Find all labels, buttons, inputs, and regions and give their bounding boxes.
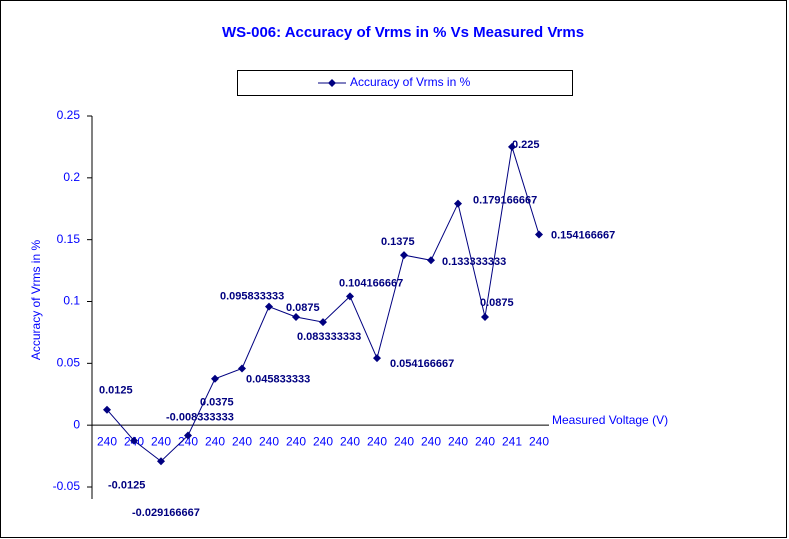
data-label: -0.008333333: [166, 411, 234, 423]
x-tick-label: 240: [97, 434, 117, 448]
legend-marker: [328, 79, 336, 87]
y-tick-label: 0.2: [63, 170, 80, 184]
data-label: 0.054166667: [390, 358, 454, 370]
data-point: [157, 457, 165, 466]
x-tick-label: 240: [448, 434, 468, 448]
data-label: 0.083333333: [297, 331, 361, 343]
y-tick-label: 0.15: [57, 232, 81, 246]
data-point: [292, 312, 300, 321]
y-tick-label: 0: [73, 417, 80, 431]
data-point: [400, 251, 408, 260]
legend-box: [237, 70, 573, 96]
data-point: [454, 199, 462, 208]
y-tick-label: 0.25: [57, 108, 81, 122]
data-label: 0.0875: [286, 302, 320, 314]
x-tick-label: 240: [178, 434, 198, 448]
data-label: 0.0875: [480, 297, 514, 309]
data-label: 0.0125: [99, 385, 133, 397]
y-tick-label: 0.1: [63, 294, 80, 308]
data-point: [130, 436, 138, 445]
data-point: [427, 256, 435, 265]
data-label: 0.154166667: [551, 229, 615, 241]
x-tick-label: 240: [313, 434, 333, 448]
data-label: -0.029166667: [132, 507, 200, 519]
chart-title: WS-006: Accuracy of Vrms in % Vs Measure…: [222, 24, 584, 41]
x-tick-label: 240: [475, 434, 495, 448]
y-tick-label: 0.05: [57, 356, 81, 370]
y-axis-title: Accuracy of Vrms in %: [29, 240, 43, 361]
data-point: [184, 431, 192, 440]
x-tick-label: 240: [259, 434, 279, 448]
x-tick-label: 240: [286, 434, 306, 448]
x-tick-label: 240: [529, 434, 549, 448]
data-label: 0.095833333: [220, 291, 284, 303]
x-tick-label: 240: [151, 434, 171, 448]
data-point: [238, 364, 246, 373]
data-label: -0.0125: [108, 480, 145, 492]
x-tick-label: 241: [502, 434, 522, 448]
legend-label: Accuracy of Vrms in %: [350, 75, 471, 89]
data-label: 0.104166667: [339, 277, 403, 289]
data-label: 0.133333333: [442, 256, 506, 268]
data-label: 0.0375: [200, 397, 234, 409]
x-axis-title: Measured Voltage (V): [552, 413, 668, 427]
x-tick-label: 240: [232, 434, 252, 448]
x-tick-label: 240: [367, 434, 387, 448]
data-point: [508, 142, 516, 151]
data-label: 0.045833333: [246, 373, 310, 385]
x-tick-label: 240: [205, 434, 225, 448]
data-label: 0.225: [512, 139, 540, 151]
data-point: [265, 302, 273, 311]
data-point: [373, 354, 381, 363]
data-label: 0.1375: [381, 236, 415, 248]
data-point: [481, 312, 489, 321]
data-point: [211, 374, 219, 383]
x-tick-label: 240: [421, 434, 441, 448]
data-point: [535, 230, 543, 239]
data-point: [346, 292, 354, 301]
data-point: [319, 318, 327, 327]
data-point: [103, 405, 111, 414]
data-label: 0.179166667: [473, 195, 537, 207]
x-tick-label: 240: [340, 434, 360, 448]
y-tick-label: -0.05: [53, 479, 81, 493]
x-tick-label: 240: [394, 434, 414, 448]
